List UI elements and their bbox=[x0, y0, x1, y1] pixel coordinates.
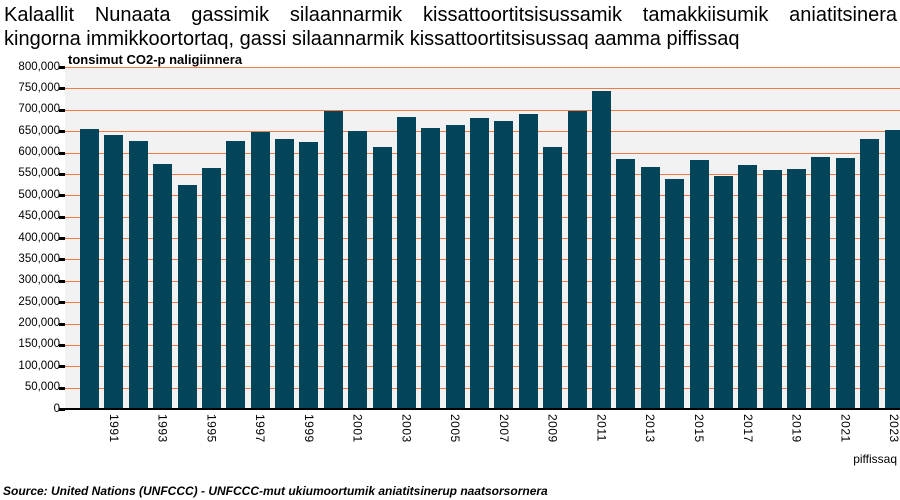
bar-2013 bbox=[640, 167, 660, 409]
bar-2006 bbox=[470, 118, 490, 409]
x-tick-label-2001: 2001 bbox=[350, 414, 365, 443]
y-axis-tick bbox=[59, 172, 65, 176]
y-tick-label: 350,000 bbox=[18, 252, 60, 265]
bar-2022 bbox=[860, 139, 880, 409]
bar-2010 bbox=[567, 110, 587, 409]
bar-1993 bbox=[153, 164, 173, 409]
y-tick-label: 0 bbox=[53, 402, 60, 415]
bar-2019 bbox=[787, 168, 807, 409]
y-tick-label: 600,000 bbox=[18, 146, 60, 158]
x-tick-label-1997: 1997 bbox=[253, 414, 268, 443]
x-axis-label: piffissaq bbox=[853, 452, 897, 466]
bar-1995 bbox=[201, 167, 221, 409]
bar-2017 bbox=[738, 164, 758, 409]
bar-2020 bbox=[811, 157, 831, 409]
y-axis-tick bbox=[59, 66, 65, 69]
bar-2004 bbox=[421, 128, 441, 409]
y-axis-tick bbox=[59, 215, 65, 219]
y-tick-label: 650,000 bbox=[18, 124, 60, 137]
bar-2009 bbox=[543, 146, 563, 409]
bar-1992 bbox=[128, 141, 148, 409]
x-tick-label-2023: 2023 bbox=[887, 414, 900, 443]
bar-2007 bbox=[494, 121, 514, 409]
bar-2021 bbox=[835, 158, 855, 409]
x-tick-label-2015: 2015 bbox=[692, 414, 706, 443]
y-axis-tick bbox=[59, 343, 65, 347]
y-axis-tick bbox=[59, 108, 65, 112]
x-tick-label-2007: 2007 bbox=[496, 414, 511, 443]
chart-title: Kalaallit Nunaata gassimik silaannarmik … bbox=[4, 3, 897, 51]
y-tick-label: 200,000 bbox=[18, 317, 60, 329]
y-axis-tick bbox=[59, 386, 65, 390]
y-axis-tick bbox=[59, 87, 65, 91]
x-tick-label-2013: 2013 bbox=[643, 414, 658, 443]
gridline bbox=[65, 67, 900, 68]
x-tick-label-2019: 2019 bbox=[789, 414, 804, 443]
x-tick-label-1999: 1999 bbox=[301, 414, 316, 443]
y-tick-label: 150,000 bbox=[18, 338, 60, 351]
gridline bbox=[65, 109, 900, 111]
chart-title-line1: Kalaallit Nunaata gassimik silaannarmik … bbox=[4, 4, 897, 26]
y-axis-tick bbox=[59, 258, 65, 262]
bar-2018 bbox=[762, 169, 782, 409]
x-tick-label-2005: 2005 bbox=[448, 414, 463, 443]
bar-1998 bbox=[275, 138, 295, 409]
x-tick-label-2003: 2003 bbox=[399, 414, 414, 443]
y-tick-label: 50,000 bbox=[24, 381, 60, 394]
y-axis-tick bbox=[59, 279, 65, 283]
x-axis-line bbox=[65, 408, 900, 410]
y-axis-tick bbox=[59, 130, 65, 134]
bar-2000 bbox=[323, 110, 343, 409]
bar-2001 bbox=[348, 130, 368, 409]
plot-area bbox=[65, 67, 900, 409]
y-axis-tick bbox=[59, 237, 65, 240]
y-tick-label: 750,000 bbox=[18, 81, 60, 94]
bar-2008 bbox=[518, 113, 538, 409]
y-tick-label: 800,000 bbox=[18, 60, 60, 73]
x-tick-label-2021: 2021 bbox=[838, 414, 853, 443]
x-tick-label-2009: 2009 bbox=[545, 414, 560, 443]
bar-2005 bbox=[445, 124, 465, 409]
source-note: Source: United Nations (UNFCCC) - UNFCCC… bbox=[3, 484, 548, 498]
y-tick-label: 700,000 bbox=[18, 103, 60, 116]
bar-1997 bbox=[250, 131, 270, 409]
y-axis-tick bbox=[59, 301, 65, 305]
gridline bbox=[65, 88, 900, 90]
y-axis-tick bbox=[59, 322, 65, 326]
bar-1991 bbox=[104, 135, 124, 409]
bar-2016 bbox=[713, 176, 733, 409]
bar-2003 bbox=[396, 116, 416, 409]
bar-1999 bbox=[299, 141, 319, 409]
y-tick-label: 500,000 bbox=[18, 188, 60, 201]
y-tick-label: 400,000 bbox=[18, 231, 60, 244]
bar-1994 bbox=[177, 185, 197, 409]
y-axis-tick bbox=[59, 365, 65, 369]
bar-2023 bbox=[884, 130, 900, 409]
y-tick-label: 450,000 bbox=[18, 210, 60, 223]
y-axis-tick bbox=[59, 151, 65, 155]
y-axis-tick bbox=[59, 408, 65, 411]
chart-title-line2: kingorna immikkoortortaq, gassi silaanna… bbox=[4, 28, 740, 50]
x-tick-label-1995: 1995 bbox=[204, 414, 219, 443]
y-tick-label: 550,000 bbox=[18, 167, 60, 180]
y-axis-tick bbox=[59, 194, 65, 198]
bar-1990 bbox=[80, 129, 99, 409]
x-tick-label-2011: 2011 bbox=[594, 414, 609, 442]
bar-2002 bbox=[372, 146, 392, 409]
x-tick-label-1993: 1993 bbox=[155, 414, 170, 443]
y-axis-title: tonsimut CO2-p naligiinnera bbox=[68, 52, 243, 67]
y-tick-label: 300,000 bbox=[18, 274, 60, 287]
bar-2011 bbox=[591, 90, 611, 409]
bar-2012 bbox=[616, 159, 636, 409]
y-tick-label: 100,000 bbox=[18, 359, 60, 372]
x-tick-label-2017: 2017 bbox=[740, 414, 755, 443]
bar-2015 bbox=[689, 160, 709, 409]
bar-1996 bbox=[226, 140, 246, 409]
x-tick-label-1991: 1991 bbox=[106, 414, 121, 443]
y-tick-label: 250,000 bbox=[18, 295, 60, 308]
bar-2014 bbox=[665, 179, 685, 409]
